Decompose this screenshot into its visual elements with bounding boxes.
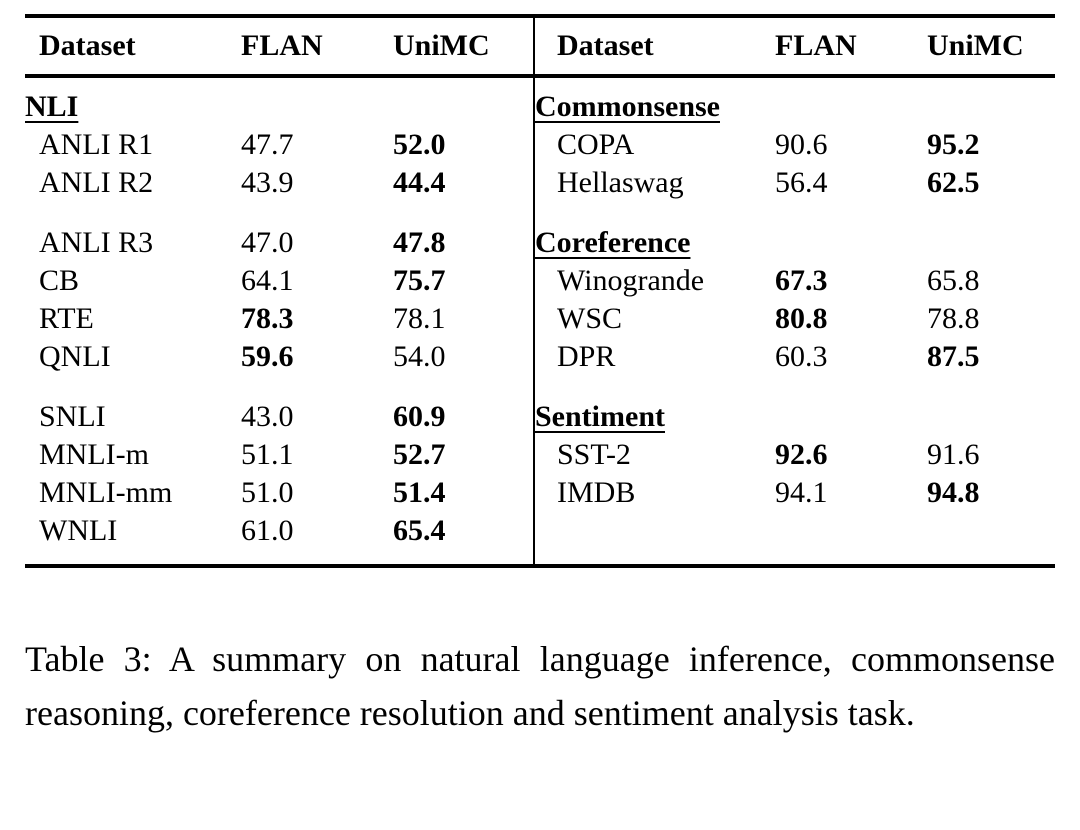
left-header-row: Dataset FLAN UniMC	[25, 18, 533, 78]
flan-score: 80.8	[775, 302, 828, 335]
table-row: IMDB 94.1 94.8	[535, 474, 1055, 512]
right-table-body: Commonsense COPA 90.6 95.2 Hellaswag 56.…	[535, 78, 1055, 564]
group-label: Sentiment	[535, 400, 665, 433]
flan-score: 94.1	[775, 476, 828, 509]
table-row: MNLI-mm 51.0 51.4	[25, 474, 533, 512]
group-label: Coreference	[535, 226, 691, 259]
unimc-score: 62.5	[927, 166, 980, 199]
unimc-score: 75.7	[393, 264, 446, 297]
table-row: COPA 90.6 95.2	[535, 126, 1055, 164]
dataset-name: SST-2	[557, 438, 631, 471]
flan-score: 61.0	[241, 514, 294, 547]
flan-score: 51.0	[241, 476, 294, 509]
unimc-score: 78.1	[393, 302, 446, 335]
table-row: ANLI R3 47.0 47.8	[25, 224, 533, 262]
table-row: RTE 78.3 78.1	[25, 300, 533, 338]
flan-score: 56.4	[775, 166, 828, 199]
group-label: NLI	[25, 90, 79, 123]
dataset-name: WSC	[557, 302, 623, 335]
unimc-score: 65.8	[927, 264, 980, 297]
dataset-name: WNLI	[39, 514, 118, 547]
table-row: SST-2 92.6 91.6	[535, 436, 1055, 474]
table-row: WSC 80.8 78.8	[535, 300, 1055, 338]
unimc-score: 52.7	[393, 438, 446, 471]
paper-page: Dataset FLAN UniMC NLI ANLI R1 47.7 52.0…	[25, 14, 1055, 733]
flan-score: 64.1	[241, 264, 294, 297]
group-header: Commonsense	[535, 88, 1055, 126]
dataset-name: ANLI R3	[39, 226, 154, 259]
table-row: SNLI 43.0 60.9	[25, 398, 533, 436]
unimc-score: 44.4	[393, 166, 446, 199]
unimc-score: 47.8	[393, 226, 446, 259]
table-row: Hellaswag 56.4 62.5	[535, 164, 1055, 202]
left-table-body: NLI ANLI R1 47.7 52.0 ANLI R2 43.9 44.4	[25, 78, 533, 564]
column-header-unimc: UniMC	[393, 29, 490, 62]
dataset-name: Winogrande	[557, 264, 705, 297]
unimc-score: 65.4	[393, 514, 446, 547]
unimc-score: 51.4	[393, 476, 446, 509]
unimc-score: 54.0	[393, 340, 446, 373]
unimc-score: 87.5	[927, 340, 980, 373]
table-row: CB 64.1 75.7	[25, 262, 533, 300]
group-header: NLI	[25, 88, 533, 126]
flan-score: 90.6	[775, 128, 828, 161]
flan-score: 60.3	[775, 340, 828, 373]
flan-score: 47.7	[241, 128, 294, 161]
column-header-flan: FLAN	[241, 29, 323, 62]
table-row: Winogrande 67.3 65.8	[535, 262, 1055, 300]
table-row: MNLI-m 51.1 52.7	[25, 436, 533, 474]
dataset-name: QNLI	[39, 340, 111, 373]
group-header: Coreference	[535, 224, 1055, 262]
column-header-dataset: Dataset	[557, 29, 654, 62]
dataset-name: SNLI	[39, 400, 106, 433]
column-header-unimc: UniMC	[927, 29, 1024, 62]
dataset-name: ANLI R1	[39, 128, 154, 161]
right-panel: Dataset FLAN UniMC Commonsense COPA 90.6…	[533, 18, 1055, 564]
flan-score: 43.0	[241, 400, 294, 433]
flan-score: 47.0	[241, 226, 294, 259]
dataset-name: RTE	[39, 302, 94, 335]
dataset-name: IMDB	[557, 476, 636, 509]
column-header-flan: FLAN	[775, 29, 857, 62]
flan-score: 78.3	[241, 302, 294, 335]
dataset-name: COPA	[557, 128, 635, 161]
left-panel: Dataset FLAN UniMC NLI ANLI R1 47.7 52.0…	[25, 18, 533, 564]
unimc-score: 60.9	[393, 400, 446, 433]
dataset-name: Hellaswag	[557, 166, 684, 199]
flan-score: 67.3	[775, 264, 828, 297]
flan-score: 51.1	[241, 438, 294, 471]
dataset-name: ANLI R2	[39, 166, 154, 199]
table-row: QNLI 59.6 54.0	[25, 338, 533, 376]
unimc-score: 91.6	[927, 438, 980, 471]
group-commonsense: Commonsense COPA 90.6 95.2 Hellaswag 56.…	[535, 88, 1055, 202]
table-row: ANLI R2 43.9 44.4	[25, 164, 533, 202]
table-row: ANLI R1 47.7 52.0	[25, 126, 533, 164]
table-caption: Table 3: A summary on natural language i…	[25, 639, 1055, 733]
table-row: DPR 60.3 87.5	[535, 338, 1055, 376]
dataset-name: MNLI-mm	[39, 476, 173, 509]
group-nli-3: SNLI 43.0 60.9 MNLI-m 51.1 52.7 MNLI-mm …	[25, 398, 533, 550]
unimc-score: 52.0	[393, 128, 446, 161]
group-coreference: Coreference Winogrande 67.3 65.8 WSC 80.…	[535, 224, 1055, 376]
unimc-score: 95.2	[927, 128, 980, 161]
flan-score: 43.9	[241, 166, 294, 199]
unimc-score: 78.8	[927, 302, 980, 335]
table-row: WNLI 61.0 65.4	[25, 512, 533, 550]
column-header-dataset: Dataset	[39, 29, 136, 62]
results-table: Dataset FLAN UniMC NLI ANLI R1 47.7 52.0…	[25, 14, 1055, 568]
unimc-score: 94.8	[927, 476, 980, 509]
group-nli: NLI ANLI R1 47.7 52.0 ANLI R2 43.9 44.4	[25, 88, 533, 202]
dataset-name: MNLI-m	[39, 438, 149, 471]
group-sentiment: Sentiment SST-2 92.6 91.6 IMDB 94.1 94.8	[535, 398, 1055, 512]
flan-score: 59.6	[241, 340, 294, 373]
flan-score: 92.6	[775, 438, 828, 471]
group-header: Sentiment	[535, 398, 1055, 436]
dataset-name: CB	[39, 264, 80, 297]
group-label: Commonsense	[535, 90, 720, 123]
dataset-name: DPR	[557, 340, 616, 373]
right-header-row: Dataset FLAN UniMC	[535, 18, 1055, 78]
group-nli-2: ANLI R3 47.0 47.8 CB 64.1 75.7 RTE 78.3 …	[25, 224, 533, 376]
